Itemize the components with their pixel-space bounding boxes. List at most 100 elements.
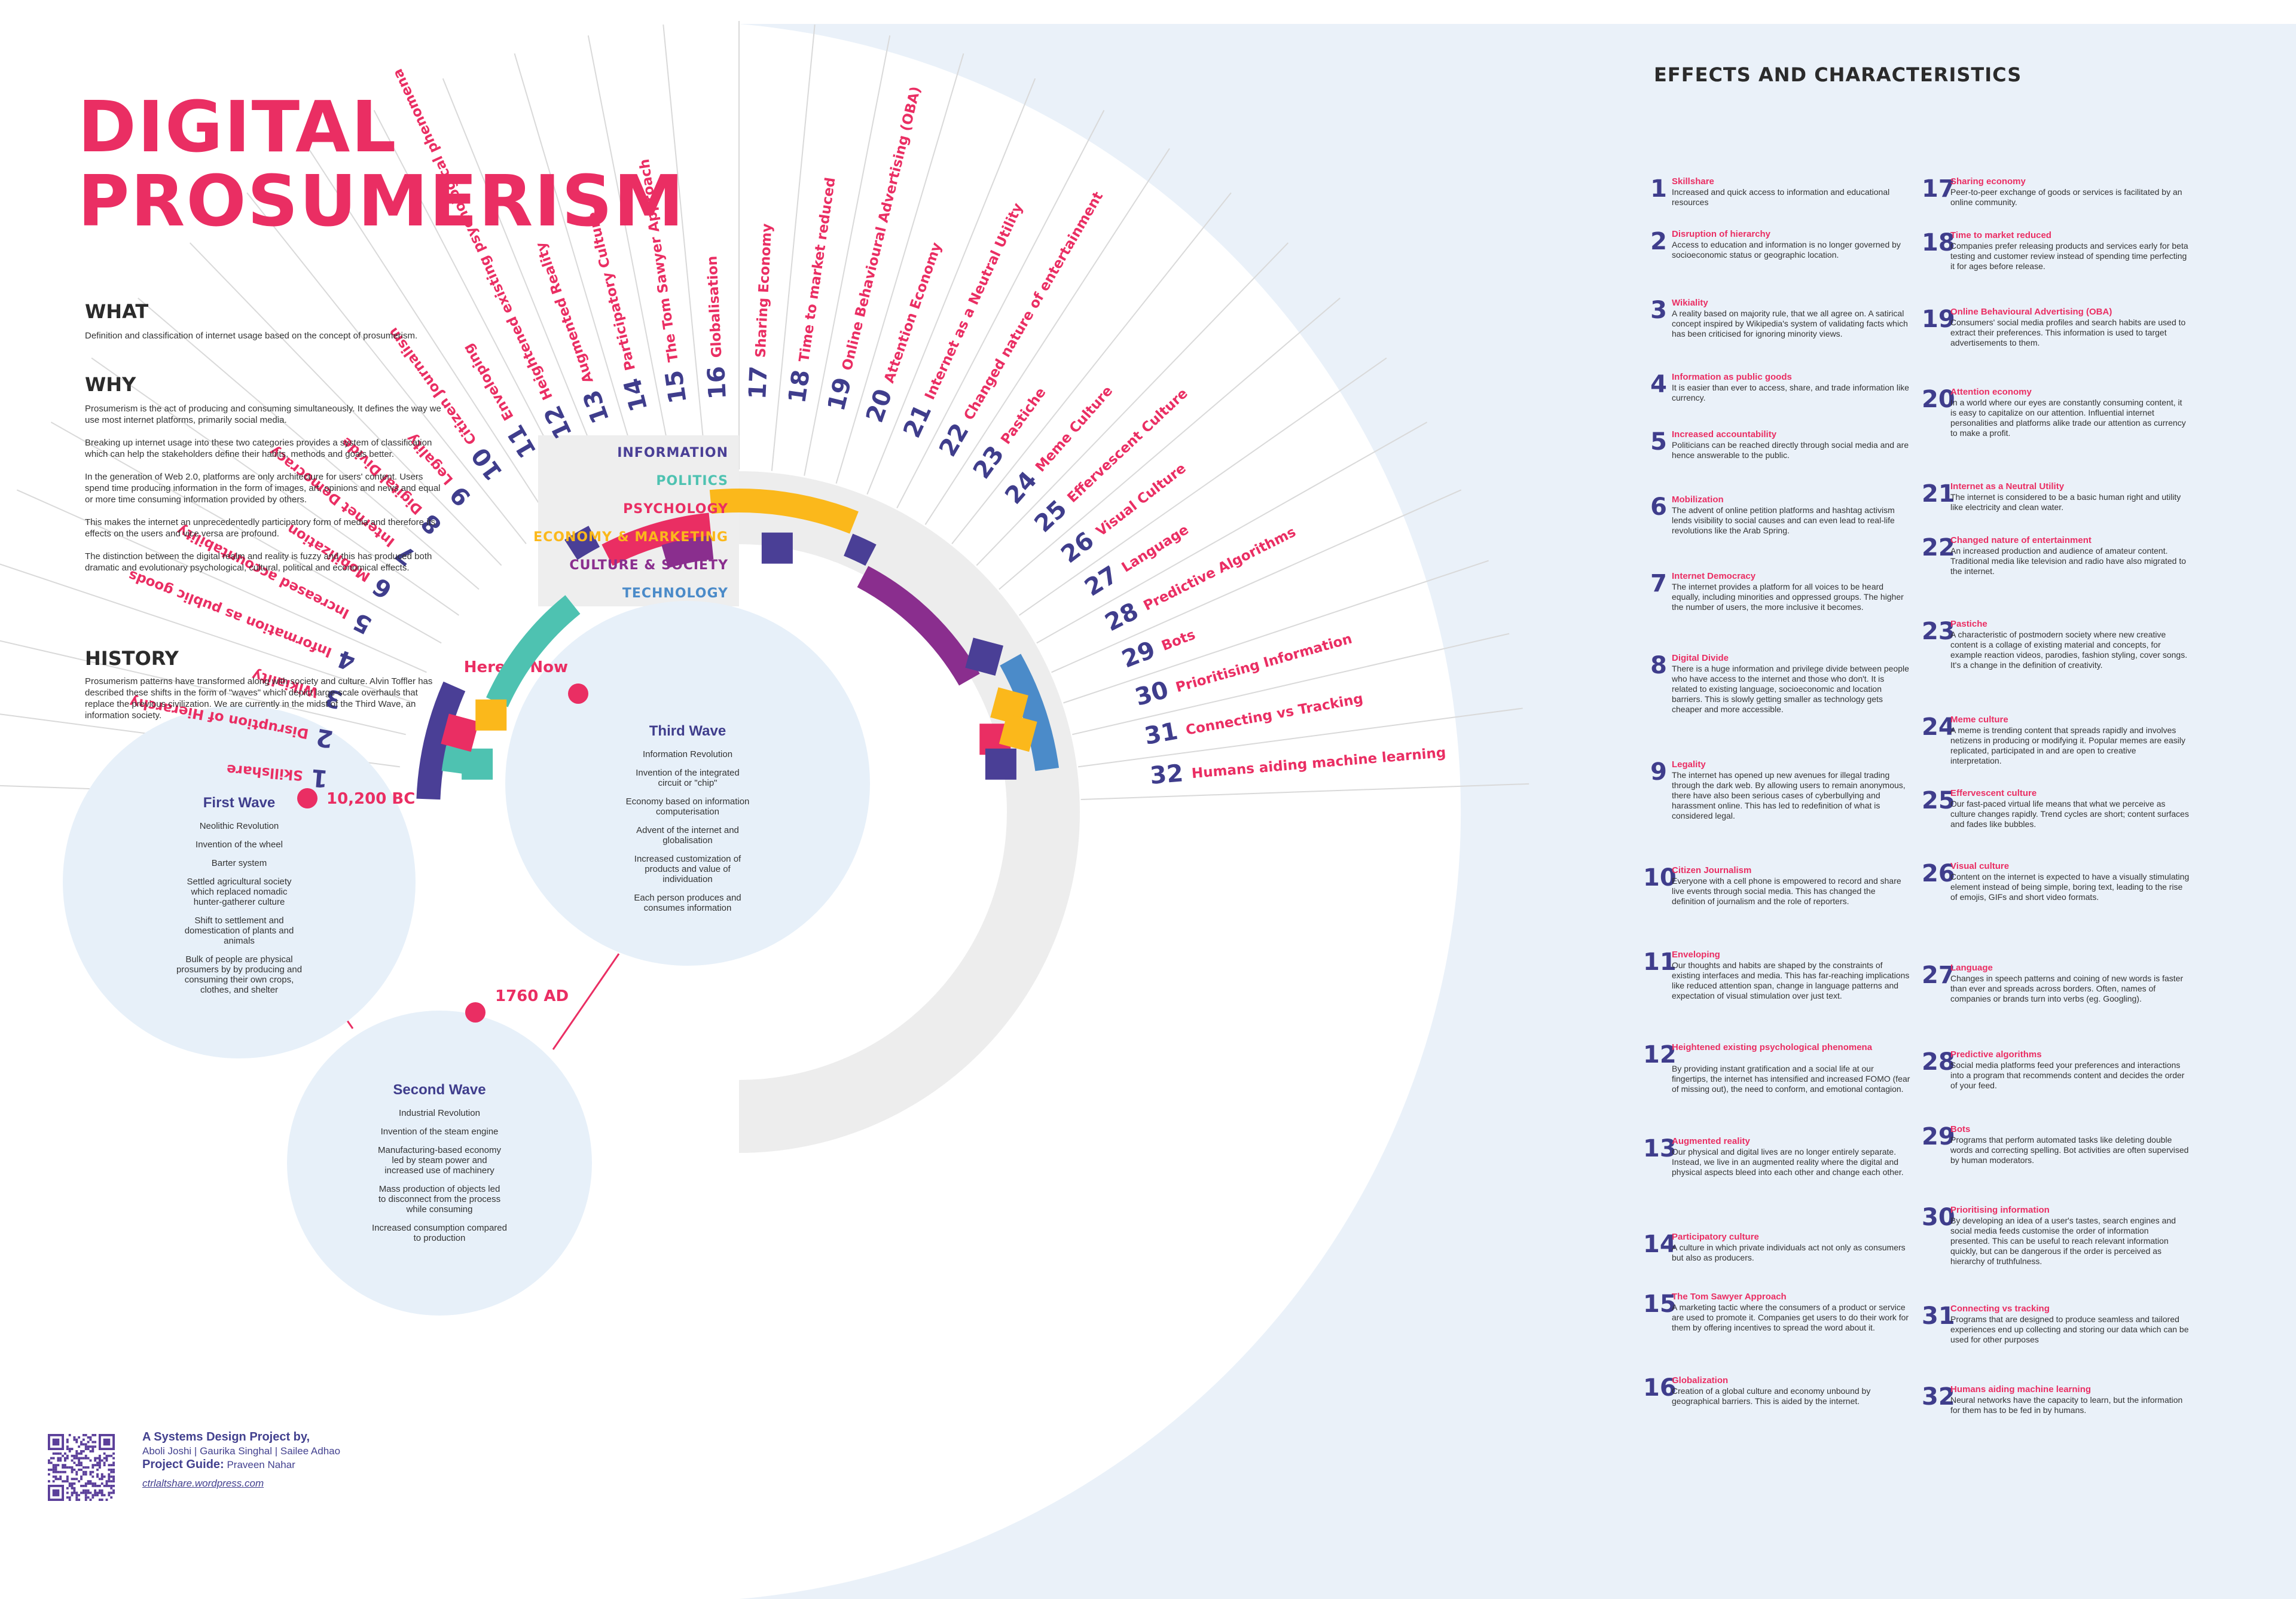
qr-module xyxy=(48,1461,50,1464)
qr-module xyxy=(66,1491,69,1494)
effect-name: Mobilization xyxy=(1672,495,1724,505)
effect-number: 30 xyxy=(1922,1204,1955,1231)
qr-module xyxy=(87,1436,90,1439)
wave-date: 1760 AD xyxy=(495,987,569,1005)
fan-spoke xyxy=(91,357,460,616)
fan-spoke xyxy=(835,53,964,484)
qr-module xyxy=(94,1489,97,1492)
qr-module xyxy=(59,1459,62,1462)
qr-module xyxy=(64,1480,66,1483)
qr-module xyxy=(59,1470,62,1473)
qr-module xyxy=(80,1441,83,1444)
category-squares xyxy=(441,532,1037,780)
wheel-number: 31 xyxy=(1143,718,1180,750)
qr-module xyxy=(62,1480,65,1483)
effect-number: 20 xyxy=(1922,386,1955,413)
category-square xyxy=(475,699,507,731)
qr-module xyxy=(98,1454,101,1457)
qr-module xyxy=(98,1461,101,1464)
effect-name: Citizen Journalism xyxy=(1672,865,1752,875)
qr-module xyxy=(68,1482,71,1485)
wave-item: Manufacturing-based economy led by steam … xyxy=(378,1145,501,1176)
qr-module xyxy=(94,1441,97,1444)
fan-spoke xyxy=(50,422,442,644)
qr-module xyxy=(108,1480,111,1483)
what-text: Definition and classification of interne… xyxy=(85,330,444,353)
effect-description: By providing instant gratification and a… xyxy=(1672,1064,1910,1094)
qr-module xyxy=(64,1457,66,1460)
qr-module xyxy=(87,1496,90,1499)
wave-item: Industrial Revolution xyxy=(399,1108,480,1118)
fan-spoke xyxy=(1036,422,1428,644)
effect-number: 25 xyxy=(1922,787,1955,814)
qr-module xyxy=(54,1475,57,1478)
qr-module xyxy=(66,1487,69,1490)
qr-module xyxy=(103,1457,106,1460)
qr-module xyxy=(108,1494,111,1497)
qr-module xyxy=(98,1478,101,1481)
effect-number: 15 xyxy=(1643,1290,1677,1318)
fan-spoke xyxy=(189,242,502,566)
qr-module xyxy=(62,1464,65,1467)
category-arc xyxy=(416,681,466,800)
why-paragraph-5: The distinction between the digital real… xyxy=(85,551,432,573)
qr-module xyxy=(80,1443,83,1446)
fan-spoke xyxy=(999,297,1341,590)
qr-module xyxy=(57,1464,60,1467)
qr-module xyxy=(59,1478,62,1481)
qr-module xyxy=(75,1441,78,1444)
effect-name: Predictive algorithms xyxy=(1950,1049,2042,1060)
why-paragraph-4: This makes the internet an unprecedented… xyxy=(85,517,436,539)
qr-module xyxy=(94,1484,97,1487)
wave-item: Invention of the integrated circuit or "c… xyxy=(636,768,739,788)
effect-name: Enveloping xyxy=(1672,950,1720,960)
effect-description: The advent of online petition platforms … xyxy=(1672,505,1895,535)
effect-description: By developing an idea of a user's tastes… xyxy=(1950,1216,2176,1266)
qr-module xyxy=(73,1468,76,1471)
qr-module xyxy=(82,1466,85,1469)
qr-module xyxy=(66,1496,69,1499)
credits: A Systems Design Project by, Aboli Joshi… xyxy=(142,1430,417,1490)
effect-number: 18 xyxy=(1922,229,1955,257)
fan-spoke xyxy=(976,242,1289,566)
effect-number: 6 xyxy=(1650,493,1667,521)
first-wave-circle xyxy=(63,706,416,1058)
qr-module xyxy=(105,1459,108,1462)
qr-module xyxy=(57,1452,60,1455)
qr-module xyxy=(68,1499,71,1501)
legend-item: PSYCHOLOGY xyxy=(623,502,728,517)
qr-module xyxy=(103,1475,106,1478)
qr-module xyxy=(71,1494,74,1497)
fan-spokes xyxy=(0,21,1529,801)
wave-item: Mass production of objects led to disconn… xyxy=(378,1184,500,1214)
fan-spoke xyxy=(138,297,480,590)
effect-name: Effervescent culture xyxy=(1950,788,2037,798)
qr-module xyxy=(71,1491,74,1494)
inner-ring-background xyxy=(739,471,1080,1153)
qr-finder xyxy=(48,1434,65,1451)
wheel-number: 11 xyxy=(502,420,542,462)
qr-module xyxy=(64,1464,66,1467)
qr-module xyxy=(82,1434,85,1436)
qr-module xyxy=(89,1480,92,1483)
wheel-number: 16 xyxy=(703,365,732,400)
wheel-number: 32 xyxy=(1149,759,1184,789)
qr-module xyxy=(66,1454,69,1457)
qr-module xyxy=(108,1478,111,1481)
qr-module xyxy=(66,1457,69,1460)
effect-number: 2 xyxy=(1650,228,1667,255)
qr-module xyxy=(91,1494,94,1497)
qr-module xyxy=(78,1457,81,1460)
qr-module xyxy=(84,1445,87,1448)
qr-module xyxy=(96,1461,99,1464)
qr-module xyxy=(62,1470,65,1473)
credits-url-link[interactable]: ctrlaltshare.wordpress.com xyxy=(142,1478,264,1489)
effect-name: Participatory culture xyxy=(1672,1232,1759,1242)
qr-module xyxy=(82,1443,85,1446)
wave-item: Barter system xyxy=(212,858,267,868)
qr-module xyxy=(68,1434,71,1436)
qr-module xyxy=(96,1457,99,1460)
wave-item: Information Revolution xyxy=(643,749,732,759)
effect-number: 13 xyxy=(1643,1135,1677,1162)
